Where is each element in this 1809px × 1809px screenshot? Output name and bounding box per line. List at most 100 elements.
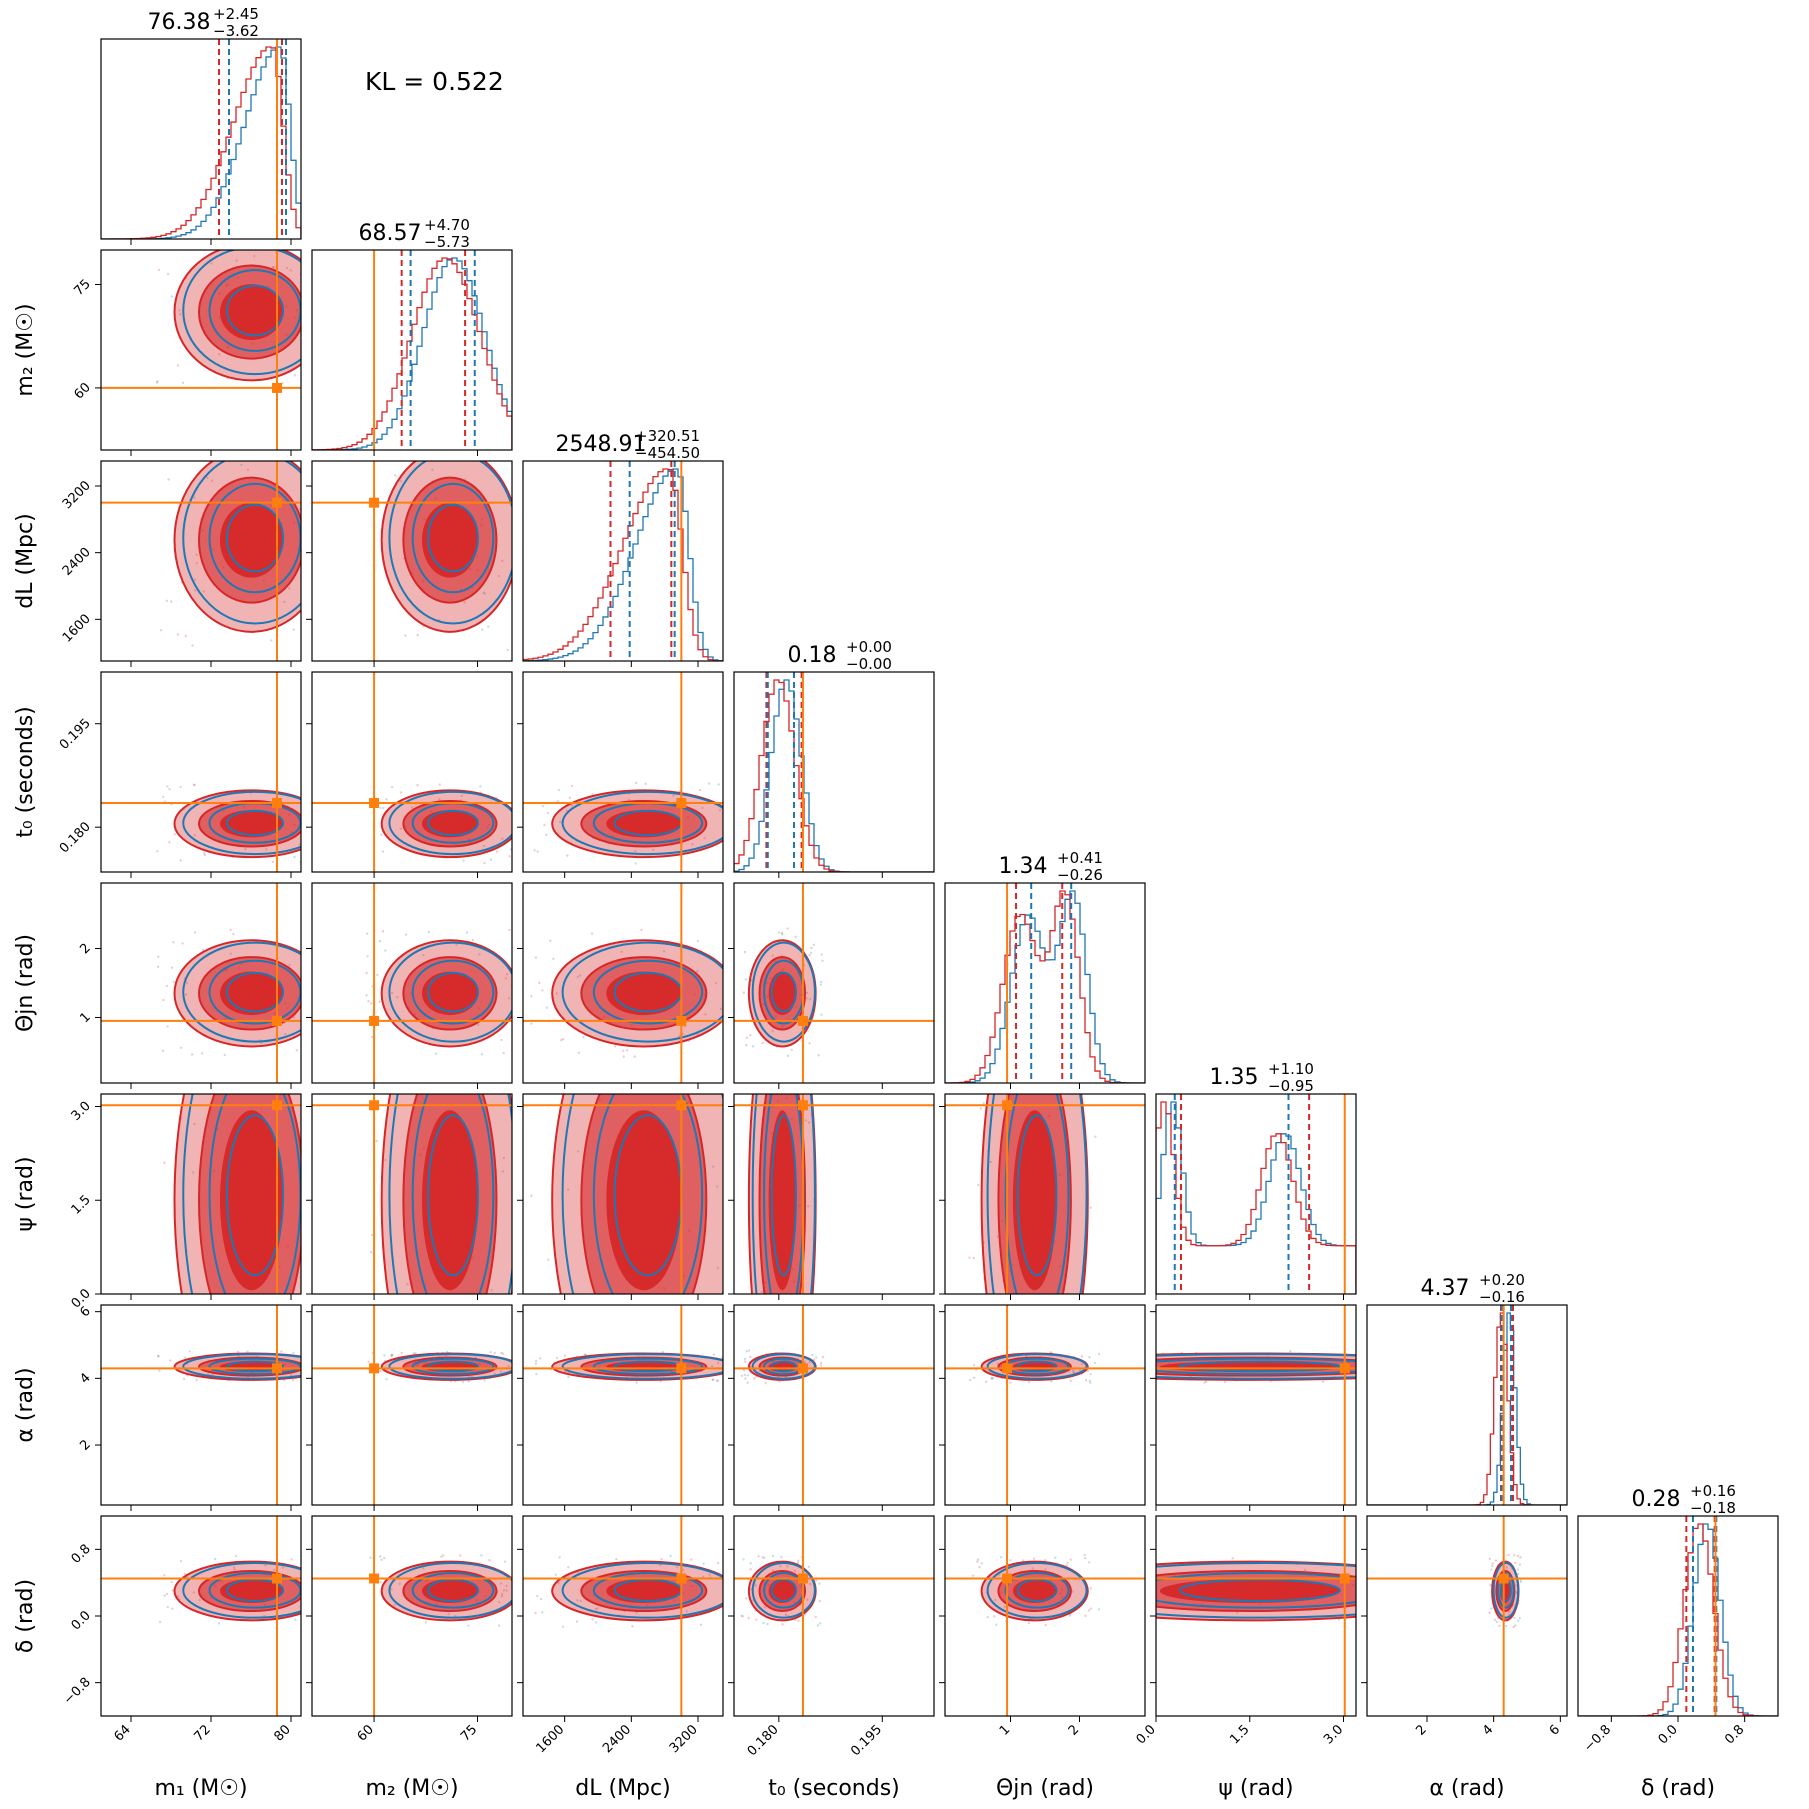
y-tick-label: 2400	[60, 545, 94, 579]
scatter-point	[438, 797, 441, 801]
scatter-point	[179, 1046, 183, 1049]
scatter-point	[381, 1409, 383, 1411]
scatter-point	[507, 997, 511, 1000]
scatter-point	[736, 1381, 738, 1383]
contour-line-b-0	[986, 1562, 1088, 1619]
scatter-point	[711, 1378, 715, 1381]
scatter-point	[194, 589, 197, 592]
scatter-point	[994, 1598, 997, 1602]
scatter-point	[1080, 1362, 1084, 1366]
contour-line-b-2	[427, 1578, 479, 1603]
scatter-point	[659, 1563, 662, 1567]
scatter-point	[498, 1079, 500, 1081]
scatter-point	[1021, 1009, 1023, 1011]
scatter-point	[690, 1558, 693, 1561]
scatter-point	[166, 1605, 169, 1609]
scatter-point	[514, 1410, 516, 1412]
scatter-point	[156, 1354, 160, 1358]
scatter-point	[806, 1205, 810, 1208]
scatter-point	[778, 1380, 781, 1383]
scatter-point	[530, 1194, 533, 1197]
scatter-point	[165, 984, 169, 988]
scatter-point	[538, 988, 540, 990]
scatter-point	[309, 1463, 311, 1465]
x-tick-label: 3200	[667, 1722, 701, 1756]
scatter-point	[327, 304, 329, 306]
panel-content	[523, 1305, 750, 1505]
scatter-point	[753, 1326, 755, 1328]
scatter-point	[1138, 1580, 1140, 1582]
scatter-point	[406, 1283, 409, 1286]
scatter-point	[323, 379, 325, 381]
contour-fill-2	[422, 971, 478, 1016]
contour-line-b-2	[226, 503, 284, 573]
contour-line-a-1	[1156, 1570, 1356, 1612]
scatter-point	[701, 1575, 705, 1579]
scatter-point	[514, 1602, 516, 1604]
y-tick-label: 2	[77, 941, 93, 957]
contour-line-b-1	[1004, 1572, 1070, 1609]
scatter-point	[780, 931, 784, 935]
x-tick-label: 72	[192, 1722, 214, 1744]
scatter-point	[497, 574, 501, 578]
scatter-point	[1000, 1556, 1003, 1559]
truth-marker	[272, 1363, 282, 1374]
scatter-point	[1072, 1370, 1075, 1374]
scatter-point	[213, 1557, 217, 1561]
x-tick-label: 0.0	[1134, 1722, 1159, 1747]
scatter-point	[432, 431, 434, 433]
scatter-point	[514, 1600, 516, 1602]
scatter-point	[541, 805, 545, 808]
scatter-point	[805, 997, 808, 1000]
scatter-point	[620, 950, 623, 954]
panel-content	[312, 1079, 529, 1412]
x-axis-label-m1: m₁ (M☉)	[154, 1776, 247, 1801]
panel-content	[101, 236, 329, 450]
scatter-point	[781, 1449, 783, 1451]
panel-theta_jn-m1: 12	[77, 882, 302, 1089]
contour-line-b-0	[986, 1353, 1088, 1380]
scatter-point	[1444, 1360, 1446, 1362]
scatter-point	[558, 1556, 561, 1559]
scatter-point	[370, 1233, 374, 1237]
scatter-point	[546, 811, 550, 815]
scatter-point	[523, 1023, 525, 1025]
scatter-point	[425, 444, 427, 446]
truth-marker	[797, 1573, 808, 1584]
scatter-point	[158, 1369, 161, 1372]
scatter-point	[527, 1167, 529, 1169]
scatter-point	[820, 1361, 823, 1365]
x-axis-label-t0: t₀ (seconds)	[768, 1776, 900, 1801]
scatter-point	[288, 236, 290, 238]
scatter-point	[810, 946, 813, 950]
scatter-point	[156, 850, 159, 853]
scatter-point	[315, 1290, 317, 1292]
scatter-point	[712, 1310, 714, 1312]
scatter-point	[1508, 1610, 1511, 1614]
contour-line-b-0	[182, 1353, 301, 1380]
scatter-point	[404, 634, 407, 637]
scatter-point	[1513, 1616, 1516, 1620]
scatter-point	[382, 1319, 384, 1321]
scatter-point	[748, 1352, 750, 1354]
scatter-point	[309, 1350, 311, 1352]
scatter-point	[384, 1159, 387, 1162]
panel-dL-dL: 2548.91+320.51−454.50	[522, 427, 724, 667]
scatter-point	[1097, 1352, 1101, 1356]
scatter-point	[809, 1582, 812, 1586]
scatter-point	[390, 991, 394, 995]
scatter-point	[244, 847, 247, 851]
panel-frame	[522, 882, 724, 1084]
x-axis-label-dL: dL (Mpc)	[575, 1776, 670, 1801]
scatter-point	[729, 1022, 731, 1024]
scatter-point	[325, 1049, 327, 1051]
scatter-point	[811, 1422, 813, 1424]
y-axis-label-delta: δ (rad)	[13, 1579, 38, 1653]
scatter-point	[1115, 1615, 1117, 1617]
scatter-point	[1089, 1206, 1092, 1209]
panel-content	[1367, 1305, 1567, 1505]
scatter-point	[811, 1353, 814, 1357]
x-tick-label: 2400	[600, 1722, 634, 1756]
scatter-point	[185, 240, 187, 242]
